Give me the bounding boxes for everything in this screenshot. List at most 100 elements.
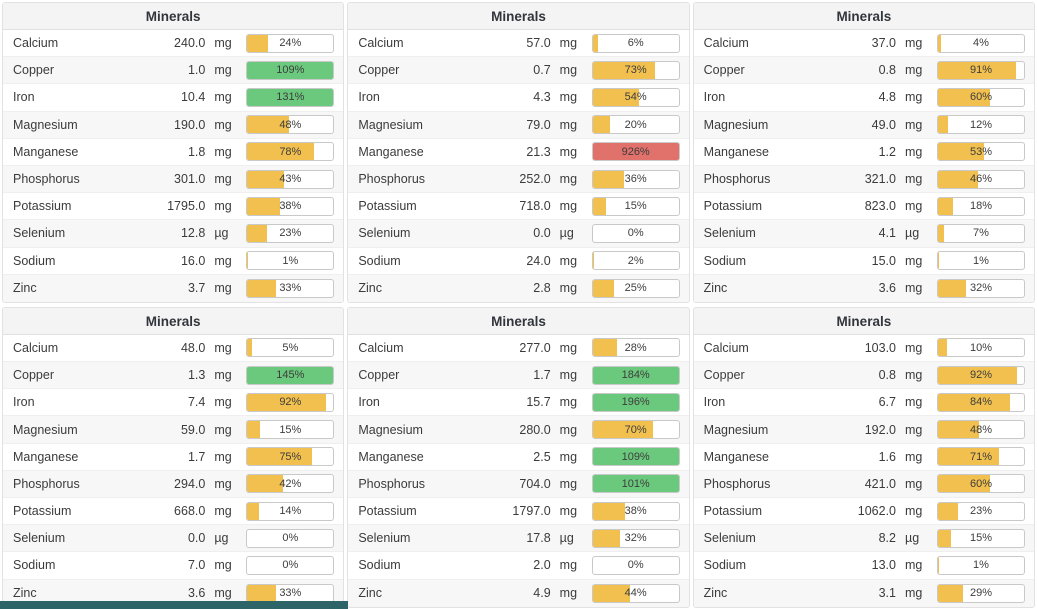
- mineral-name: Sodium: [703, 253, 747, 268]
- mineral-unit: mg: [905, 253, 923, 268]
- mineral-unit: mg: [905, 504, 923, 519]
- mineral-value: 7.0: [187, 558, 206, 573]
- mineral-name: Potassium: [358, 504, 417, 519]
- mineral-value: 301.0: [174, 172, 206, 187]
- mineral-name: Zinc: [13, 281, 37, 296]
- mineral-value: 15.7: [526, 395, 551, 410]
- progress-bar: 92%: [937, 365, 1025, 385]
- mineral-value: 4.8: [878, 90, 896, 105]
- progress-label: 60%: [969, 477, 993, 490]
- progress-bar: 73%: [591, 60, 680, 80]
- mineral-name: Phosphorus: [703, 172, 771, 187]
- progress-label: 926%: [621, 145, 650, 158]
- mineral-value: 1062.0: [857, 504, 896, 519]
- panel-title: Minerals: [348, 307, 689, 335]
- mineral-row: Selenium 4.1 µg 7%: [693, 220, 1034, 248]
- mineral-name: Phosphorus: [13, 172, 80, 187]
- mineral-row: Sodium 24.0 mg 2%: [348, 248, 689, 275]
- mineral-row: Iron 10.4 mg 131%: [3, 84, 344, 112]
- mineral-name: Magnesium: [13, 117, 78, 132]
- mineral-row: Sodium 2.0 mg 0%: [348, 552, 689, 580]
- mineral-unit: mg: [905, 63, 923, 78]
- mineral-row: Magnesium 192.0 mg 48%: [693, 416, 1034, 444]
- mineral-row: Calcium 57.0 mg 6%: [348, 30, 689, 58]
- mineral-unit: mg: [214, 144, 232, 159]
- mineral-row: Phosphorus 321.0 mg 46%: [693, 165, 1034, 194]
- progress-fill: [938, 339, 947, 357]
- progress-fill: [247, 61, 334, 79]
- mineral-name: Zinc: [13, 586, 37, 601]
- mineral-row: Zinc 4.9 mg 44%: [348, 579, 689, 607]
- panel-title: Minerals: [348, 3, 689, 30]
- mineral-value: 15.0: [871, 253, 896, 268]
- progress-fill: [592, 502, 626, 520]
- panel-body: Calcium 57.0 mg 6% Copper 0.7 mg 73% Iro…: [348, 30, 689, 302]
- progress-label: 92%: [969, 369, 993, 382]
- mineral-unit: mg: [559, 144, 578, 159]
- progress-fill: [247, 88, 334, 106]
- progress-fill: [938, 143, 984, 161]
- mineral-row: Calcium 240.0 mg 24%: [3, 30, 344, 58]
- progress-label: 145%: [276, 369, 305, 382]
- mineral-name: Phosphorus: [703, 476, 771, 491]
- progress-fill: [247, 197, 280, 215]
- mineral-unit: mg: [559, 476, 578, 491]
- progress-fill: [938, 252, 939, 270]
- progress-label: 14%: [279, 505, 302, 518]
- mineral-unit: mg: [905, 90, 923, 105]
- progress-fill: [247, 421, 261, 439]
- mineral-unit: mg: [559, 504, 578, 519]
- mineral-value: 1.7: [187, 449, 206, 464]
- panel-body: Calcium 37.0 mg 4% Copper 0.8 mg 91% Iro…: [693, 30, 1034, 302]
- mineral-name: Selenium: [703, 531, 756, 546]
- progress-label: 23%: [279, 227, 302, 240]
- mineral-value: 1.8: [187, 144, 206, 159]
- mineral-value: 2.5: [533, 449, 551, 464]
- mineral-row: Copper 0.8 mg 91%: [693, 57, 1034, 85]
- progress-fill: [247, 170, 285, 188]
- mineral-unit: mg: [905, 199, 923, 214]
- progress-fill: [247, 502, 260, 520]
- mineral-name: Magnesium: [13, 422, 78, 437]
- progress-bar: 48%: [937, 420, 1025, 440]
- progress-label: 0%: [627, 559, 644, 572]
- progress-bar: 46%: [937, 169, 1025, 189]
- mineral-name: Calcium: [13, 36, 59, 51]
- progress-bar: 43%: [246, 169, 335, 189]
- progress-label: 38%: [279, 200, 302, 213]
- progress-fill: [938, 393, 1011, 411]
- mineral-name: Selenium: [13, 531, 66, 546]
- mineral-row: Manganese 1.6 mg 71%: [693, 444, 1034, 471]
- mineral-unit: mg: [905, 144, 923, 159]
- progress-bar: 926%: [591, 142, 680, 162]
- progress-bar: 44%: [591, 583, 680, 603]
- progress-label: 48%: [279, 118, 302, 131]
- mineral-unit: mg: [214, 90, 232, 105]
- mineral-value: 1797.0: [512, 504, 551, 519]
- mineral-unit: mg: [559, 586, 578, 601]
- mineral-name: Calcium: [358, 36, 404, 51]
- progress-fill: [592, 279, 615, 297]
- mineral-row: Sodium 7.0 mg 0%: [3, 552, 344, 580]
- mineral-value: 4.9: [533, 586, 551, 601]
- mineral-value: 12.8: [180, 226, 206, 241]
- progress-label: 36%: [624, 173, 647, 186]
- progress-label: 75%: [279, 450, 302, 463]
- mineral-unit: mg: [905, 340, 923, 355]
- mineral-row: Selenium 8.2 µg 15%: [693, 525, 1034, 553]
- mineral-row: Iron 7.4 mg 92%: [3, 389, 344, 417]
- progress-bar: 53%: [937, 142, 1025, 162]
- mineral-unit: mg: [214, 422, 232, 437]
- progress-label: 5%: [282, 341, 299, 354]
- mineral-unit: mg: [559, 253, 578, 268]
- mineral-row: Magnesium 49.0 mg 12%: [693, 111, 1034, 139]
- progress-label: 42%: [279, 477, 302, 490]
- mineral-name: Magnesium: [703, 422, 769, 437]
- progress-fill: [938, 584, 963, 602]
- progress-fill: [938, 421, 980, 439]
- progress-fill: [247, 339, 252, 357]
- mineral-unit: µg: [214, 226, 229, 241]
- mineral-name: Zinc: [703, 281, 728, 296]
- mineral-value: 1.7: [533, 368, 551, 383]
